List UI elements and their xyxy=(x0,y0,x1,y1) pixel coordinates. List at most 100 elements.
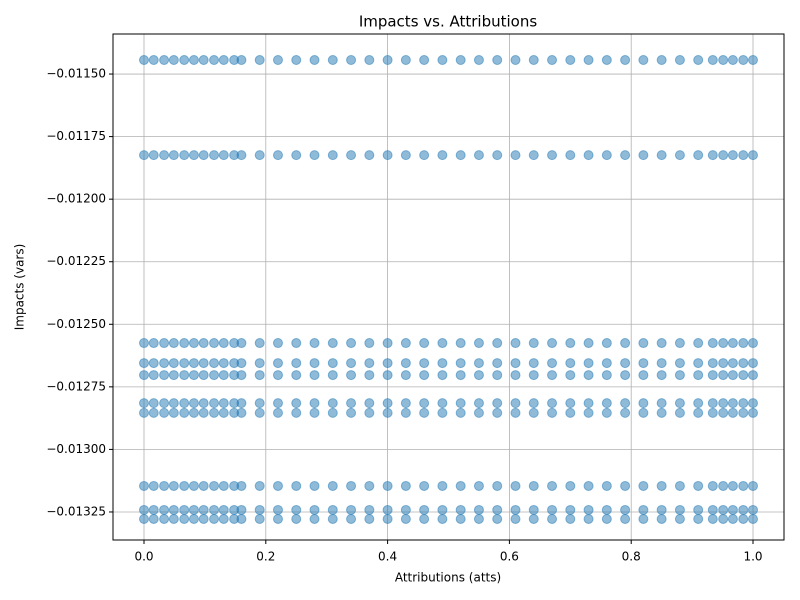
point xyxy=(382,338,393,349)
point xyxy=(601,513,612,524)
point xyxy=(254,504,265,515)
point xyxy=(583,407,594,418)
point xyxy=(272,150,283,161)
point xyxy=(382,513,393,524)
point xyxy=(382,150,393,161)
point xyxy=(718,480,729,491)
point xyxy=(309,358,320,369)
point xyxy=(656,504,667,515)
point xyxy=(159,398,170,409)
point xyxy=(209,407,220,418)
point xyxy=(198,338,209,349)
point xyxy=(209,370,220,381)
point xyxy=(364,370,375,381)
point xyxy=(620,504,631,515)
point xyxy=(168,370,179,381)
point xyxy=(492,504,503,515)
point xyxy=(473,370,484,381)
x-tick-label: 0.8 xyxy=(622,550,641,564)
point xyxy=(346,398,357,409)
y-tick-label: −0.01200 xyxy=(46,192,106,206)
point xyxy=(209,398,220,409)
point xyxy=(327,338,338,349)
point xyxy=(138,407,149,418)
point xyxy=(656,358,667,369)
point xyxy=(510,338,521,349)
point xyxy=(528,480,539,491)
point xyxy=(656,338,667,349)
point xyxy=(748,398,759,409)
point xyxy=(473,480,484,491)
point xyxy=(218,370,229,381)
point xyxy=(209,513,220,524)
point xyxy=(346,513,357,524)
point xyxy=(148,338,159,349)
point xyxy=(346,338,357,349)
point xyxy=(437,480,448,491)
point xyxy=(528,338,539,349)
point xyxy=(473,338,484,349)
point xyxy=(309,504,320,515)
point xyxy=(188,150,199,161)
point xyxy=(198,407,209,418)
point xyxy=(565,150,576,161)
point xyxy=(138,398,149,409)
point xyxy=(236,407,247,418)
point xyxy=(528,398,539,409)
point xyxy=(188,358,199,369)
point xyxy=(738,338,749,349)
point xyxy=(583,338,594,349)
point xyxy=(748,338,759,349)
point xyxy=(565,504,576,515)
point xyxy=(327,480,338,491)
point xyxy=(528,504,539,515)
point xyxy=(309,407,320,418)
point xyxy=(272,407,283,418)
point xyxy=(272,504,283,515)
point xyxy=(583,480,594,491)
point xyxy=(437,370,448,381)
point xyxy=(291,150,302,161)
point xyxy=(382,55,393,66)
point xyxy=(179,370,190,381)
point xyxy=(492,338,503,349)
point xyxy=(198,370,209,381)
point xyxy=(218,338,229,349)
point xyxy=(693,480,704,491)
point xyxy=(400,358,411,369)
point xyxy=(138,504,149,515)
point xyxy=(364,358,375,369)
point xyxy=(400,338,411,349)
point xyxy=(727,480,738,491)
point xyxy=(327,407,338,418)
point xyxy=(707,407,718,418)
point xyxy=(437,338,448,349)
point xyxy=(198,150,209,161)
point xyxy=(727,370,738,381)
point xyxy=(159,358,170,369)
point xyxy=(620,513,631,524)
point xyxy=(437,55,448,66)
point xyxy=(583,358,594,369)
point xyxy=(674,150,685,161)
point xyxy=(309,513,320,524)
point xyxy=(291,398,302,409)
point xyxy=(583,513,594,524)
x-tick-label: 0.6 xyxy=(500,550,519,564)
point xyxy=(209,480,220,491)
point xyxy=(583,504,594,515)
point xyxy=(748,150,759,161)
point xyxy=(159,150,170,161)
point xyxy=(236,55,247,66)
point xyxy=(179,504,190,515)
point xyxy=(492,370,503,381)
point xyxy=(419,513,430,524)
point xyxy=(218,358,229,369)
point xyxy=(291,55,302,66)
point xyxy=(565,398,576,409)
point xyxy=(346,480,357,491)
point xyxy=(254,358,265,369)
point xyxy=(148,358,159,369)
point xyxy=(601,338,612,349)
